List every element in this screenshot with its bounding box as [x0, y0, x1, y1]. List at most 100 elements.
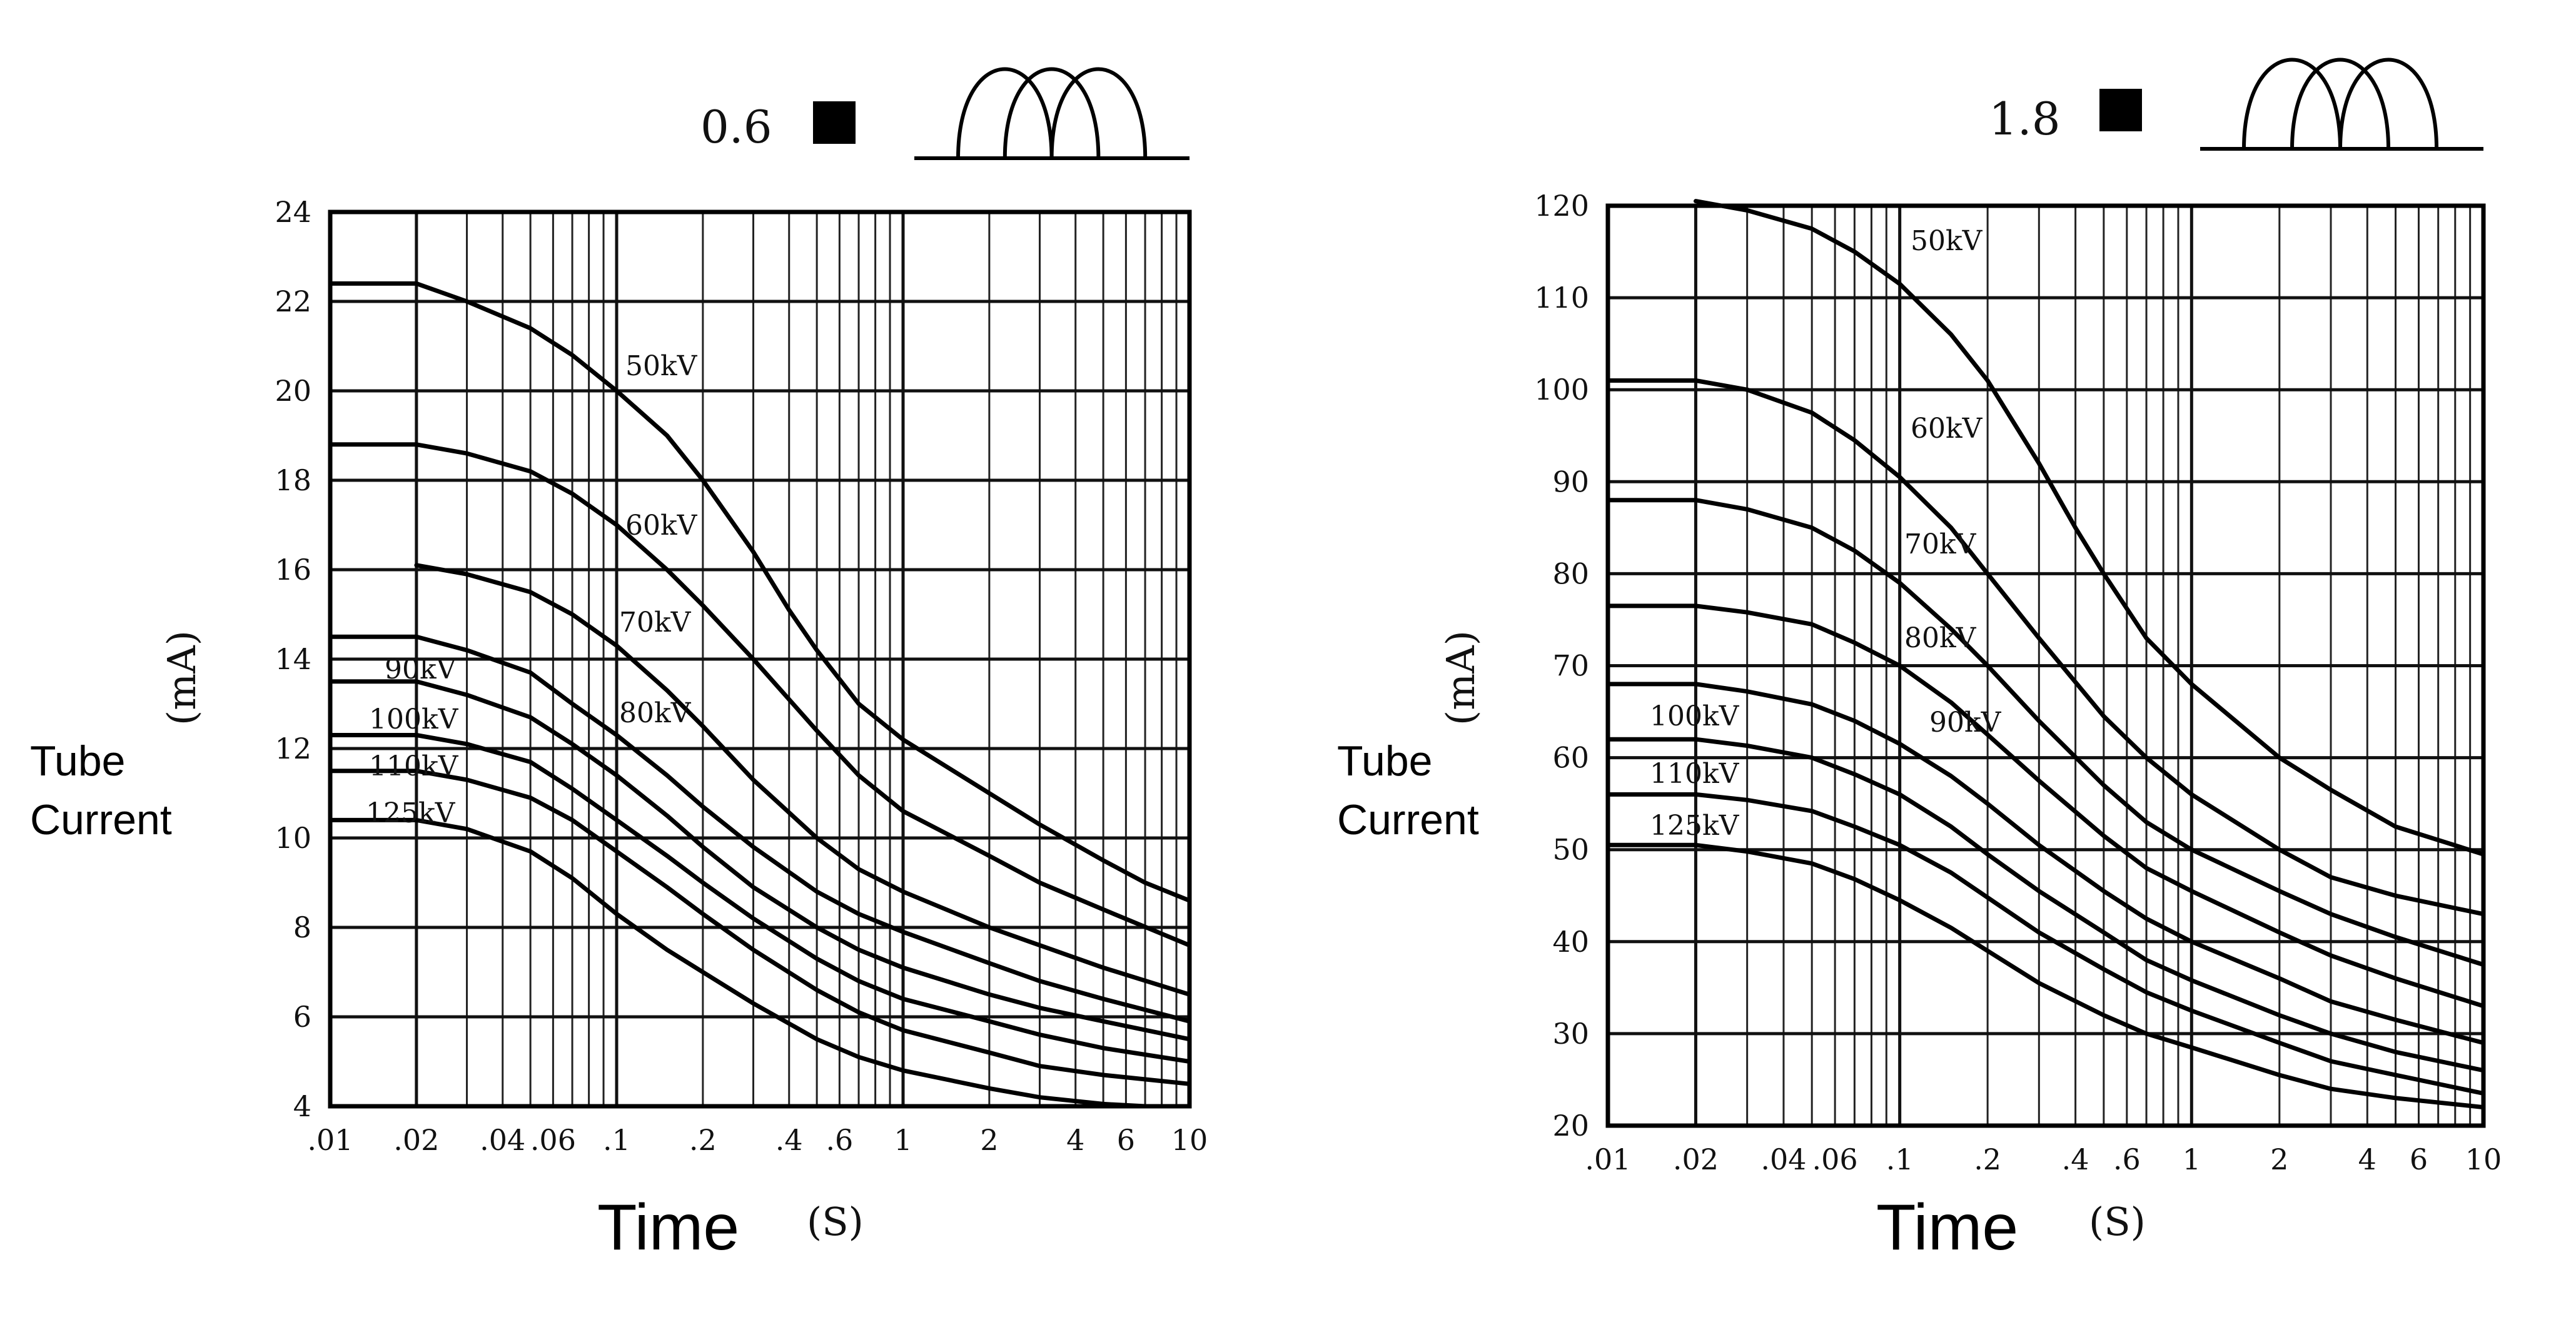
- plot-frame: [328, 209, 1192, 1109]
- x-tick-label: .4: [2062, 1143, 2089, 1176]
- x-tick-label: .2: [1974, 1143, 2001, 1176]
- x-tick-label: .6: [826, 1123, 853, 1157]
- series-lines: 50kV 60kV 70kV 80kV 90kV 100kV 110kV 125kV: [328, 281, 1192, 1109]
- x-tick-label: 1: [2183, 1143, 2201, 1176]
- series-label-125kv: 125kV: [366, 797, 456, 829]
- x-tick-label: .1: [603, 1123, 630, 1157]
- y-tick-label: 12: [275, 732, 311, 765]
- y-gridlines: [330, 210, 1190, 1108]
- series-line-70kv: [1605, 498, 2486, 967]
- x-axis-unit: (S): [807, 1199, 864, 1244]
- y-axis-unit: (mA): [1438, 630, 1483, 725]
- x-tick-label: 4: [1066, 1123, 1084, 1157]
- y-tick-label: 16: [275, 553, 311, 587]
- series-line-80kv: [328, 634, 1192, 1024]
- series-label-60kv: 60kV: [625, 510, 698, 542]
- series-label-125kv: 125kV: [1650, 810, 1740, 842]
- series-label-60kv: 60kV: [1911, 413, 1983, 445]
- series-line-90kv: [328, 679, 1192, 1042]
- series-line-100kv: [328, 733, 1192, 1064]
- y-axis-label-line1: Tube: [30, 737, 125, 785]
- focal-square-icon: [2099, 89, 2142, 131]
- series-label-50kv: 50kV: [625, 350, 698, 382]
- rectified-waveform-icon: [914, 67, 1190, 160]
- y-tick-label: 20: [1552, 1109, 1589, 1143]
- x-tick-labels: .01.02.04.06.1.2.4.6 1 2 4 6 10: [1585, 1143, 2502, 1176]
- y-tick-labels: 20 30 40 50 60 70 80 90 100 110 120: [1534, 189, 1589, 1143]
- waveform-arch: [2242, 58, 2343, 149]
- focal-square-icon: [813, 101, 856, 144]
- x-tick-label: .02: [1673, 1143, 1719, 1176]
- y-axis-label-line2: Current: [1337, 796, 1479, 844]
- y-tick-label: 100: [1534, 373, 1589, 406]
- series-label-100kv: 100kV: [369, 704, 459, 735]
- y-axis-unit: (mA): [159, 630, 205, 725]
- series-line-60kv: [328, 442, 1192, 948]
- x-tick-label: .04: [480, 1123, 525, 1157]
- x-tick-label: .01: [307, 1123, 353, 1157]
- y-tick-label: 24: [275, 195, 311, 229]
- y-tick-label: 4: [293, 1089, 311, 1123]
- y-tick-label: 22: [275, 285, 311, 318]
- y-tick-label: 14: [275, 642, 311, 676]
- x-tick-label: .01: [1585, 1143, 1630, 1176]
- x-tick-label: 1: [894, 1123, 912, 1157]
- y-tick-label: 70: [1552, 649, 1589, 683]
- series-label-90kv: 90kV: [1929, 707, 2002, 739]
- series-label-90kv: 90kV: [385, 653, 457, 685]
- x-tick-label: 10: [2465, 1143, 2502, 1176]
- series-line-50kv: [328, 281, 1192, 903]
- y-tick-label: 30: [1552, 1017, 1589, 1051]
- y-tick-label: 18: [275, 463, 311, 497]
- y-tick-label: 60: [1552, 741, 1589, 775]
- series-line-50kv: [1694, 199, 2486, 857]
- focal-spot-value: 0.6: [700, 101, 772, 153]
- waveform-arch: [1003, 67, 1101, 159]
- x-tick-label: .6: [2113, 1143, 2141, 1176]
- series-line-125kv: [1605, 842, 2486, 1110]
- x-tick-label: .06: [1812, 1143, 1858, 1176]
- y-tick-labels: 4 6 8 10 12 14 16 18 20 22 24: [275, 195, 311, 1123]
- y-tick-label: 90: [1552, 465, 1589, 498]
- series-label-80kv: 80kV: [619, 697, 692, 729]
- x-tick-label: .1: [1886, 1143, 1914, 1176]
- series-label-100kv: 100kV: [1650, 700, 1740, 732]
- x-tick-label: .2: [689, 1123, 717, 1157]
- chart-2: 2030405060708090100110120.01.02.04.06.1.…: [1337, 58, 2502, 1264]
- y-tick-label: 8: [293, 911, 311, 944]
- y-tick-label: 6: [293, 1000, 311, 1034]
- y-tick-label: 10: [275, 821, 311, 855]
- x-axis-label: Time: [1876, 1191, 2018, 1264]
- series-label-50kv: 50kV: [1911, 225, 1983, 257]
- series-line-125kv: [328, 817, 1192, 1109]
- y-tick-label: 120: [1534, 189, 1589, 223]
- rectified-waveform-icon: [2200, 58, 2483, 151]
- x-tick-label: 6: [2410, 1143, 2428, 1176]
- series-line-80kv: [1605, 603, 2486, 1009]
- series-line-70kv: [414, 563, 1192, 997]
- x-tick-label: 10: [1171, 1123, 1208, 1157]
- y-tick-label: 80: [1552, 557, 1589, 590]
- series-line-110kv: [1605, 792, 2486, 1096]
- x-axis-label: Time: [597, 1191, 739, 1264]
- waveform-arch: [1049, 67, 1148, 159]
- y-tick-label: 50: [1552, 833, 1589, 867]
- series-label-70kv: 70kV: [619, 607, 692, 638]
- plot-frame: [1605, 203, 2486, 1128]
- series-label-110kv: 110kV: [369, 750, 459, 782]
- x-tick-label: 6: [1117, 1123, 1135, 1157]
- x-tick-label: .02: [393, 1123, 439, 1157]
- waveform-arch: [956, 67, 1054, 159]
- y-axis-label-line2: Current: [30, 796, 172, 844]
- x-tick-labels: .01.02.04.06.1.2.4.6 1 2 4 6 10: [307, 1123, 1208, 1157]
- series-line-60kv: [1605, 378, 2486, 917]
- y-axis-label-line1: Tube: [1337, 737, 1432, 785]
- x-tick-label: .06: [530, 1123, 576, 1157]
- series-label-110kv: 110kV: [1650, 758, 1740, 790]
- x-tick-label: 2: [980, 1123, 998, 1157]
- series-lines: 50kV 60kV 70kV 80kV 90kV 100kV 110kV 125kV: [1605, 199, 2486, 1110]
- y-tick-label: 20: [275, 374, 311, 408]
- series-label-70kv: 70kV: [1904, 528, 1977, 560]
- focal-spot-value: 1.8: [1989, 93, 2061, 145]
